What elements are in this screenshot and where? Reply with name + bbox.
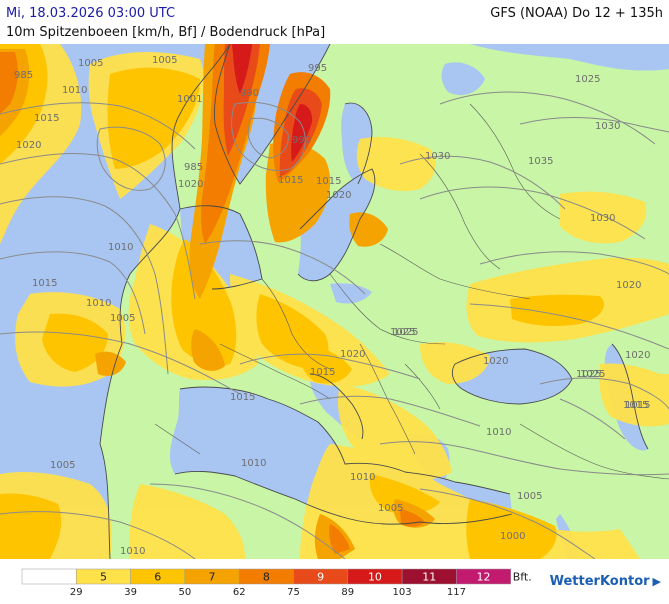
legend-scale: 5 6 7 8 9 10 11 12 Bft.29 39 50 62 75 89 103 117 — [21, 568, 532, 598]
isobar-label: 1020 — [625, 350, 650, 361]
legend-swatch — [21, 568, 77, 585]
map-subtitle: 10m Spitzenboeen [km/h, Bf] / Bodendruck… — [6, 25, 326, 40]
isobar-label: 1020 — [178, 179, 203, 190]
legend-kmh-tick: 62 — [233, 587, 246, 598]
isobar-label: 1001 — [177, 94, 202, 105]
legend-bft-label: 8 — [263, 571, 270, 584]
isobar-label: 1030 — [425, 151, 450, 162]
north-baltic — [330, 283, 372, 304]
isobar-label: 1015 — [32, 278, 57, 289]
isobar-label: 1010 — [86, 298, 111, 309]
isobar-label: 1005 — [152, 55, 177, 66]
isobar-label: 1025 — [393, 327, 418, 338]
isobar-label: 1020 — [16, 140, 41, 151]
isobar-label: 1015 — [230, 392, 255, 403]
isobar-label: 1015 — [316, 176, 341, 187]
isobar-label: 1010 — [241, 458, 266, 469]
gust-bft6 — [0, 44, 604, 559]
map-header: Mi, 18.03.2026 03:00 UTC GFS (NOAA) Do 1… — [0, 0, 669, 44]
wetterkontor-logo[interactable]: WetterKontor ▶︎ — [550, 574, 661, 589]
atlantic-ocean — [0, 44, 230, 559]
isobar-label: 1030 — [595, 121, 620, 132]
isobar-label: 990 — [292, 135, 311, 146]
isobar-label: 1035 — [528, 156, 553, 167]
isobar-label: 1010 — [486, 427, 511, 438]
isobar-label: 1010 — [108, 242, 133, 253]
isobar-label: 1015 — [34, 113, 59, 124]
legend-kmh-tick: 50 — [179, 587, 192, 598]
isobar-label: 1005 — [517, 491, 542, 502]
baltic-sea — [298, 169, 375, 281]
isobar-label: 1025 — [390, 327, 415, 338]
legend-swatch — [456, 568, 511, 585]
legend-bft-label: 10 — [368, 571, 382, 584]
isobar-label: 1010 — [62, 85, 87, 96]
isobar-label: 1020 — [340, 349, 365, 360]
legend-kmh-tick: 103 — [393, 587, 412, 598]
legend-bft-label: 7 — [209, 571, 216, 584]
barents-sea — [470, 44, 669, 71]
isobar-label: 985 — [184, 162, 203, 173]
legend-bft-label: 9 — [317, 571, 324, 584]
legend-unit: Bft. — [513, 571, 532, 584]
legend-bft-label: 5 — [100, 571, 107, 584]
isobar-label: 1020 — [616, 280, 641, 291]
isobar-label: 1025 — [575, 74, 600, 85]
isobar-label: 1005 — [78, 58, 103, 69]
legend-kmh-tick: 29 — [70, 587, 83, 598]
isobar-label: 1005 — [50, 460, 75, 471]
isobar-label: 1010 — [120, 546, 145, 557]
isobar-label: 1025 — [576, 369, 601, 380]
legend-kmh-tick: 89 — [341, 587, 354, 598]
broadcast-icon: ▶︎ — [652, 575, 661, 588]
legend-bft-label: 11 — [422, 571, 436, 584]
isobar-label: 1005 — [110, 313, 135, 324]
coastlines — [99, 44, 649, 559]
legend-bft-label: 12 — [477, 571, 491, 584]
isobar-label: 1015 — [310, 367, 335, 378]
isobar-label: 1025 — [580, 369, 605, 380]
model-run-info: GFS (NOAA) Do 12 + 135h — [490, 6, 663, 21]
isobar-label: 1000 — [500, 531, 525, 542]
isobar-label: 1015 — [623, 400, 648, 411]
isobar-label: 1005 — [378, 503, 403, 514]
isobar-label: 1020 — [326, 190, 351, 201]
legend-kmh-tick: 117 — [447, 587, 466, 598]
brand-name: WetterKontor — [549, 574, 650, 589]
isobar-labels: 985 1005 1010 1015 1020 1005 1001 990 98… — [14, 55, 650, 557]
forecast-valid-time: Mi, 18.03.2026 03:00 UTC — [6, 6, 176, 21]
isobars — [0, 91, 669, 559]
isobar-label: 1015 — [625, 400, 650, 411]
isobar-label: 1020 — [483, 356, 508, 367]
isobar-label: 985 — [14, 70, 33, 81]
country-borders — [154, 103, 669, 480]
isobar-label: 1030 — [590, 213, 615, 224]
isobar-label: 1015 — [278, 175, 303, 186]
isobar-label: 995 — [308, 63, 327, 74]
legend-kmh-tick: 75 — [287, 587, 300, 598]
white-sea — [441, 62, 485, 96]
weather-map[interactable]: 985 1005 1010 1015 1020 1005 1001 990 98… — [0, 44, 669, 559]
isobar-label: 990 — [240, 88, 259, 99]
legend-kmh-tick: 39 — [124, 587, 137, 598]
legend-bft-label: 6 — [154, 571, 161, 584]
isobar-label: 1010 — [350, 472, 375, 483]
gust-legend: 5 6 7 8 9 10 11 12 Bft. 29 39 50 62 75 89 103 117 Wetter… — [0, 559, 669, 600]
